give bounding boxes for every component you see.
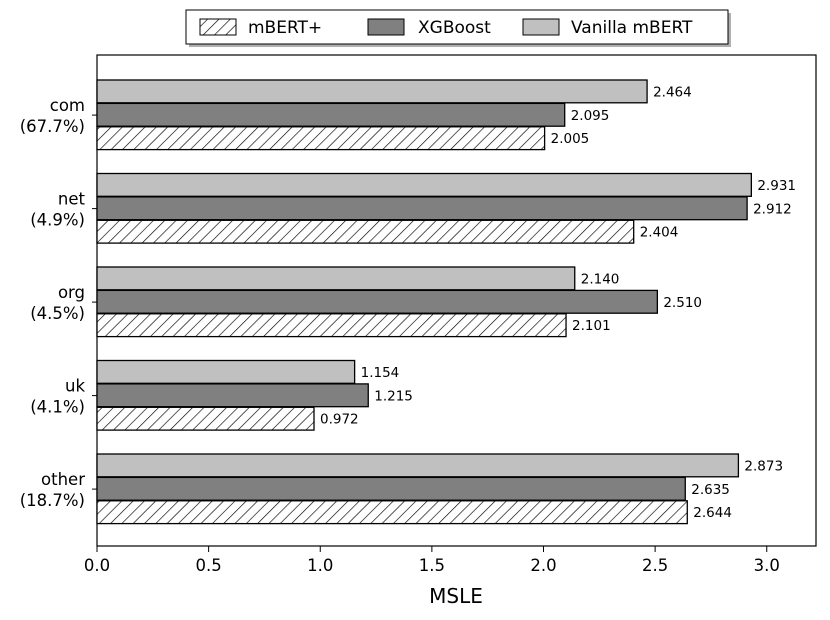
y-tick-label-uk: uk: [65, 377, 85, 396]
y-tick-label-net: net: [58, 190, 86, 209]
legend-label-mbert-plus: mBERT+: [248, 18, 322, 38]
legend-frame: [185, 9, 729, 45]
bar-xgboost-net: [96, 196, 748, 221]
x-tick-label-5: 2.5: [642, 556, 668, 575]
data-label-xgboost-org: 2.510: [663, 295, 702, 311]
bar-mbert-org: [96, 313, 567, 338]
x-tick-label-1: 0.5: [196, 556, 222, 575]
data-label-xgboost-net: 2.912: [753, 201, 792, 217]
data-label-xgboost-uk: 1.215: [374, 388, 413, 404]
bar-vanilla-mbert-org: [96, 266, 576, 291]
bar-xgboost-uk: [96, 383, 369, 408]
legend-label-vanilla-mbert: Vanilla mBERT: [571, 18, 693, 38]
bars-group: 2.464 2.095 2.005 2.931 2.912 2.404 2.140 2.510…: [96, 79, 796, 525]
bar-vanilla-mbert-com: [96, 79, 648, 104]
y-tick-share-other: (18.7%): [20, 491, 85, 510]
x-axis-title: MSLE: [429, 584, 483, 608]
data-label-mbert-uk: 0.972: [320, 412, 359, 428]
data-label-mbert-net: 2.404: [640, 225, 679, 241]
x-axis: 0.0 0.5 1.0 1.5 2.0 2.5 3.0: [84, 546, 780, 575]
legend-swatch-mbert-plus: [199, 18, 237, 36]
data-label-vanilla-mbert-other: 2.873: [744, 458, 783, 474]
data-label-mbert-other: 2.644: [693, 505, 732, 521]
data-label-mbert-com: 2.005: [551, 131, 590, 147]
legend-swatch-vanilla-mbert: [522, 18, 560, 36]
bar-vanilla-mbert-other: [96, 453, 740, 478]
y-tick-share-org: (4.5%): [30, 304, 85, 323]
x-tick-label-6: 3.0: [754, 556, 780, 575]
data-label-vanilla-mbert-net: 2.931: [757, 178, 796, 194]
bar-mbert-other: [96, 500, 688, 525]
x-tick-label-2: 1.0: [307, 556, 333, 575]
data-label-vanilla-mbert-uk: 1.154: [361, 365, 400, 381]
data-label-mbert-org: 2.101: [572, 318, 611, 334]
legend-label-xgboost: XGBoost: [418, 18, 491, 38]
bar-mbert-net: [96, 219, 635, 244]
y-tick-label-other: other: [41, 470, 85, 489]
y-tick-label-com: com: [50, 96, 85, 115]
bar-xgboost-other: [96, 476, 686, 501]
bar-vanilla-mbert-uk: [96, 359, 356, 384]
y-tick-share-com: (67.7%): [20, 117, 85, 136]
y-axis: com (67.7%) net (4.9%) org (4.5%) uk (4.1%) othe…: [20, 96, 97, 510]
data-label-xgboost-com: 2.095: [571, 108, 610, 124]
bar-vanilla-mbert-net: [96, 172, 752, 197]
data-label-xgboost-other: 2.635: [691, 482, 730, 498]
x-tick-label-0: 0.0: [84, 556, 110, 575]
bar-mbert-uk: [96, 406, 315, 431]
data-label-vanilla-mbert-org: 2.140: [581, 271, 620, 287]
legend: mBERT+ XGBoost Vanilla mBERT: [185, 9, 731, 47]
bar-mbert-com: [96, 126, 546, 151]
x-tick-label-3: 1.5: [419, 556, 445, 575]
data-label-vanilla-mbert-com: 2.464: [653, 84, 692, 100]
x-tick-label-4: 2.0: [530, 556, 556, 575]
y-tick-share-uk: (4.1%): [30, 398, 85, 417]
legend-swatch-xgboost: [367, 18, 405, 36]
y-tick-label-org: org: [58, 283, 85, 302]
y-tick-share-net: (4.9%): [30, 211, 85, 230]
bar-xgboost-org: [96, 289, 659, 314]
bar-xgboost-com: [96, 102, 566, 127]
